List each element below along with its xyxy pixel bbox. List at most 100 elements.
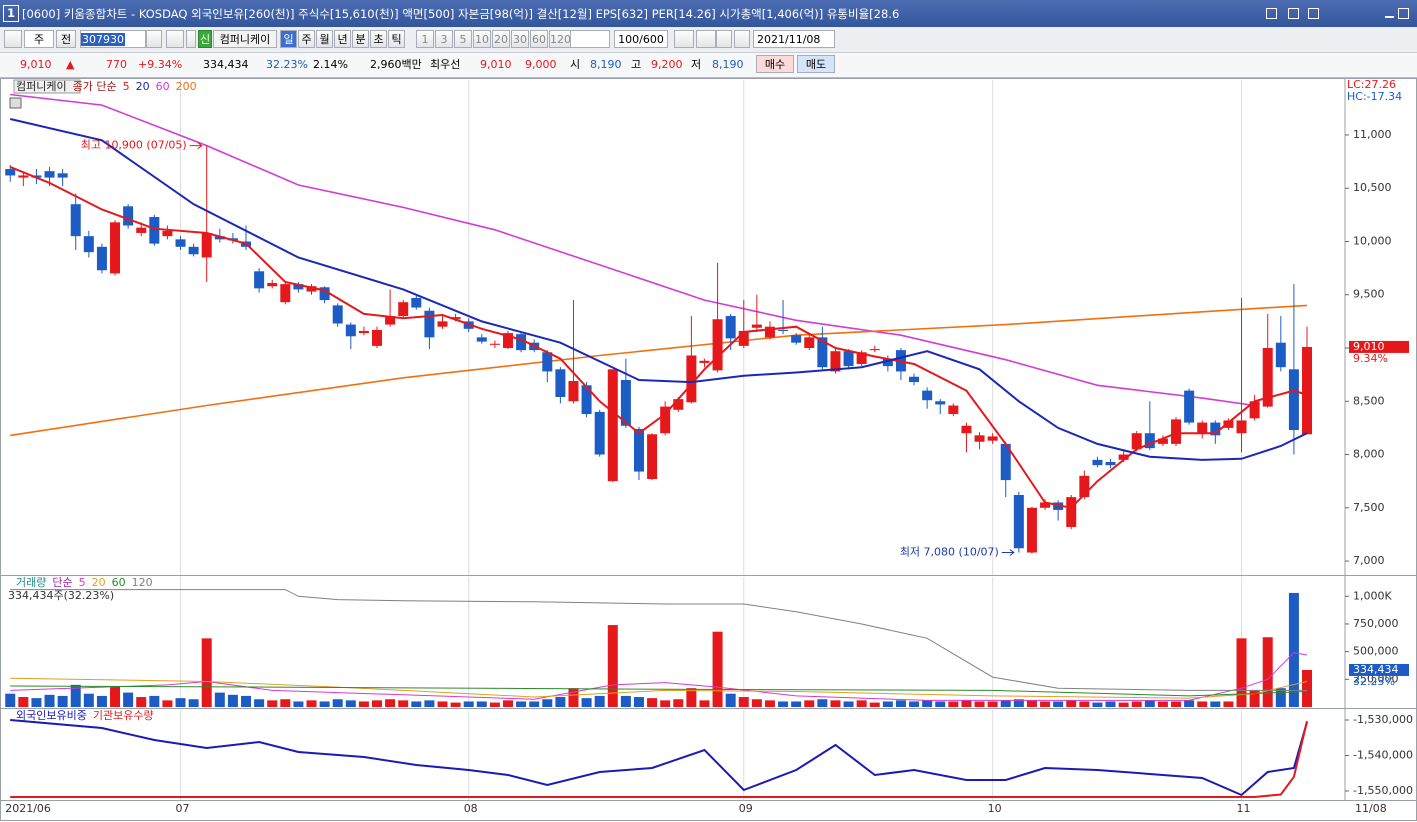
candle-body bbox=[1262, 348, 1273, 407]
best-bid: 9,000 bbox=[525, 58, 557, 71]
interval-select[interactable] bbox=[570, 30, 610, 48]
candle-body bbox=[345, 324, 356, 337]
candle-body bbox=[1000, 443, 1011, 481]
sound-button[interactable] bbox=[186, 30, 196, 48]
legend-title: 거래량 bbox=[16, 576, 46, 589]
interval-button[interactable]: 5 bbox=[454, 30, 472, 48]
annotation-arrow bbox=[189, 142, 203, 150]
legend-icon bbox=[9, 97, 22, 109]
candle-body bbox=[686, 355, 697, 403]
candle-body bbox=[1249, 401, 1260, 419]
bar bbox=[712, 631, 723, 707]
y-tick-label: 9,500 bbox=[1353, 288, 1385, 301]
y-tick-label: 11,000 bbox=[1353, 128, 1392, 141]
bar bbox=[83, 693, 94, 707]
bar bbox=[96, 695, 107, 707]
menu-button[interactable] bbox=[4, 30, 22, 48]
y-tick-label: 7,500 bbox=[1353, 501, 1385, 514]
code-input[interactable]: 307930 bbox=[80, 30, 146, 48]
period-button[interactable]: 주 bbox=[298, 30, 315, 48]
bar bbox=[1118, 702, 1129, 707]
interval-button[interactable]: 60 bbox=[530, 30, 548, 48]
candle-body bbox=[1236, 420, 1247, 434]
bar bbox=[1236, 638, 1247, 707]
maximize-button[interactable] bbox=[1398, 8, 1409, 19]
candle-body bbox=[817, 337, 828, 368]
bar bbox=[778, 701, 789, 707]
bar bbox=[738, 697, 749, 707]
period-button[interactable]: 분 bbox=[352, 30, 369, 48]
change-arrow: ▲ bbox=[66, 58, 75, 71]
corner-label: LC:27.26 bbox=[1347, 78, 1396, 91]
candle-body bbox=[1210, 422, 1221, 436]
interval-button[interactable]: 30 bbox=[511, 30, 529, 48]
prev-button[interactable]: 전 bbox=[56, 30, 76, 48]
interval-button[interactable]: 20 bbox=[492, 30, 510, 48]
bar bbox=[1197, 701, 1208, 707]
bar bbox=[188, 699, 199, 707]
settings-button[interactable] bbox=[734, 30, 750, 48]
candle-body bbox=[1223, 420, 1234, 428]
current-label: 334,434 bbox=[1353, 663, 1399, 676]
bar bbox=[568, 688, 579, 707]
date-box[interactable]: 2021/11/08 bbox=[753, 30, 835, 48]
chart: 2021/06 07 08 09 10 11 11/08 7,000 7,500 8,000 8,5… bbox=[0, 78, 1417, 821]
minimize-button[interactable] bbox=[1385, 16, 1394, 18]
line-series bbox=[10, 93, 1255, 407]
bar bbox=[411, 701, 422, 707]
y-tick-label: 10,000 bbox=[1353, 234, 1392, 247]
candle-body bbox=[620, 379, 631, 426]
bar bbox=[1013, 699, 1024, 707]
bar bbox=[1302, 669, 1313, 707]
y-tick-label: 8,500 bbox=[1353, 394, 1385, 407]
window-icon[interactable] bbox=[1266, 8, 1277, 19]
bar bbox=[1210, 701, 1221, 707]
candle-body bbox=[830, 351, 841, 372]
interval-button[interactable]: 120 bbox=[549, 30, 571, 48]
candle-body bbox=[450, 317, 461, 320]
bar bbox=[57, 695, 68, 707]
window-icon[interactable] bbox=[1308, 8, 1319, 19]
interval-button[interactable]: 10 bbox=[473, 30, 491, 48]
dropdown-button[interactable] bbox=[146, 30, 162, 48]
candle-body bbox=[594, 411, 605, 455]
open-label: 시 bbox=[570, 58, 581, 71]
interval-button[interactable]: 3 bbox=[435, 30, 453, 48]
bar bbox=[1000, 700, 1011, 707]
bar bbox=[830, 700, 841, 707]
high-label: 고 bbox=[631, 58, 642, 71]
sell-button[interactable]: 매도 bbox=[797, 55, 835, 73]
save-button[interactable] bbox=[716, 30, 732, 48]
candle-body bbox=[1092, 459, 1103, 466]
bar bbox=[581, 698, 592, 707]
period-button[interactable]: 초 bbox=[370, 30, 387, 48]
window-number: 1 bbox=[3, 5, 19, 22]
search-button[interactable] bbox=[166, 30, 184, 48]
buy-button[interactable]: 매수 bbox=[756, 55, 794, 73]
window-icon[interactable] bbox=[1288, 8, 1299, 19]
bar bbox=[1105, 701, 1116, 707]
bar bbox=[18, 697, 29, 707]
bar bbox=[437, 701, 448, 707]
tool-button[interactable] bbox=[674, 30, 694, 48]
period-button[interactable]: 틱 bbox=[388, 30, 405, 48]
period-button[interactable]: 월 bbox=[316, 30, 333, 48]
tool-button[interactable] bbox=[696, 30, 716, 48]
candle-body bbox=[1066, 497, 1077, 527]
title-bar: 1 [0600] 키움종합차트 - KOSDAQ 외국인보유[260(천)] 주… bbox=[0, 0, 1417, 27]
candle-body bbox=[909, 376, 920, 383]
interval-button[interactable]: 1 bbox=[416, 30, 434, 48]
count-box[interactable]: 100/600 bbox=[614, 30, 668, 48]
line-series bbox=[10, 304, 1308, 437]
bar bbox=[1079, 701, 1090, 707]
candle-body bbox=[935, 401, 946, 405]
period-button[interactable]: 일 bbox=[280, 30, 297, 48]
x-end-label: 11/08 bbox=[1355, 802, 1387, 815]
period-select[interactable]: 주 bbox=[24, 30, 54, 48]
code-text: 307930 bbox=[81, 33, 125, 46]
bar bbox=[463, 701, 474, 707]
bar bbox=[149, 695, 160, 707]
candle-body bbox=[738, 330, 749, 346]
legend-box bbox=[13, 79, 81, 94]
period-button[interactable]: 년 bbox=[334, 30, 351, 48]
